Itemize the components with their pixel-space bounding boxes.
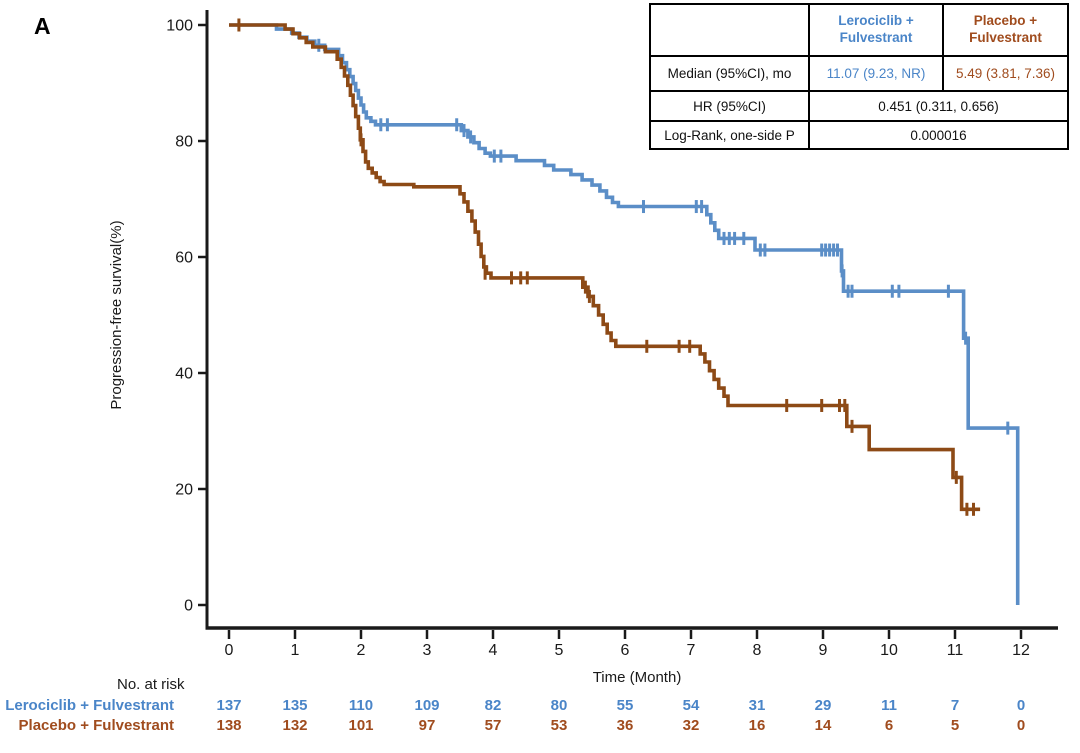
stats-median-lerociclib: 11.07 (9.23, NR) [808, 55, 944, 92]
stats-row-median-label: Median (95%CI), mo [649, 55, 810, 92]
risk-count: 29 [814, 697, 832, 714]
x-tick-label: 12 [1012, 642, 1030, 659]
stats-header-empty [649, 3, 810, 57]
risk-count: 0 [1016, 697, 1026, 714]
x-tick-label: 5 [555, 642, 564, 659]
x-tick-label: 3 [423, 642, 432, 659]
x-tick-label: 4 [489, 642, 498, 659]
x-tick-label: 0 [225, 642, 234, 659]
y-tick-label: 60 [175, 250, 193, 267]
stats-row-hr-label: HR (95%CI) [649, 90, 810, 122]
stats-row-logrank-label: Log-Rank, one-side P [649, 120, 810, 150]
risk-count: 54 [682, 697, 700, 714]
risk-count: 97 [418, 717, 436, 734]
x-tick-label: 8 [753, 642, 762, 659]
y-tick-label: 100 [166, 18, 193, 35]
risk-count: 11 [881, 697, 897, 714]
risk-count: 31 [748, 697, 766, 714]
risk-count: 57 [484, 717, 502, 734]
risk-count: 82 [484, 697, 502, 714]
risk-count: 36 [616, 717, 634, 734]
risk-count: 80 [550, 697, 568, 714]
risk-count: 0 [1016, 717, 1026, 734]
x-tick-label: 7 [687, 642, 696, 659]
risk-count: 6 [884, 717, 894, 734]
risk-table-title: No. at risk [117, 676, 185, 693]
y-tick-label: 80 [175, 134, 193, 151]
km-curve-placebo [229, 23, 981, 512]
risk-count: 110 [348, 697, 374, 714]
x-tick-label: 11 [947, 642, 964, 659]
x-tick-label: 10 [880, 642, 898, 659]
stats-header-placebo: Placebo + Fulvestrant [942, 3, 1069, 57]
stats-hr-value: 0.451 (0.311, 0.656) [808, 90, 1069, 122]
risk-count: 7 [950, 697, 960, 714]
risk-count: 137 [216, 697, 242, 714]
x-axis-label: Time (Month) [592, 669, 682, 686]
stats-table: Lerociclib + Fulvestrant Placebo + Fulve… [649, 3, 1069, 150]
stats-header-lerociclib: Lerociclib + Fulvestrant [808, 3, 944, 57]
y-tick-label: 0 [184, 598, 193, 615]
risk-count: 109 [414, 697, 440, 714]
risk-count: 5 [950, 717, 960, 734]
risk-count: 14 [814, 717, 832, 734]
risk-row-label-lerociclib: Lerociclib + Fulvestrant [5, 697, 174, 714]
y-axis-label: Progression-free survival(%) [108, 220, 125, 410]
risk-count: 138 [216, 717, 242, 734]
risk-count: 55 [616, 697, 634, 714]
risk-row-label-placebo: Placebo + Fulvestrant [18, 717, 174, 734]
risk-count: 101 [348, 717, 374, 734]
risk-count: 32 [682, 717, 700, 734]
stats-logrank-value: 0.000016 [808, 120, 1069, 150]
risk-count: 16 [748, 717, 766, 734]
km-curve-lerociclib [229, 23, 1020, 605]
panel-label: A [34, 13, 51, 39]
y-tick-label: 20 [175, 482, 193, 499]
stats-median-placebo: 5.49 (3.81, 7.36) [942, 55, 1069, 92]
x-tick-label: 6 [621, 642, 630, 659]
x-tick-label: 1 [291, 642, 300, 659]
risk-count: 135 [282, 697, 308, 714]
risk-count: 132 [282, 717, 308, 734]
y-tick-label: 40 [175, 366, 193, 383]
risk-count: 53 [550, 717, 568, 734]
x-tick-label: 9 [819, 642, 828, 659]
x-tick-label: 2 [357, 642, 366, 659]
